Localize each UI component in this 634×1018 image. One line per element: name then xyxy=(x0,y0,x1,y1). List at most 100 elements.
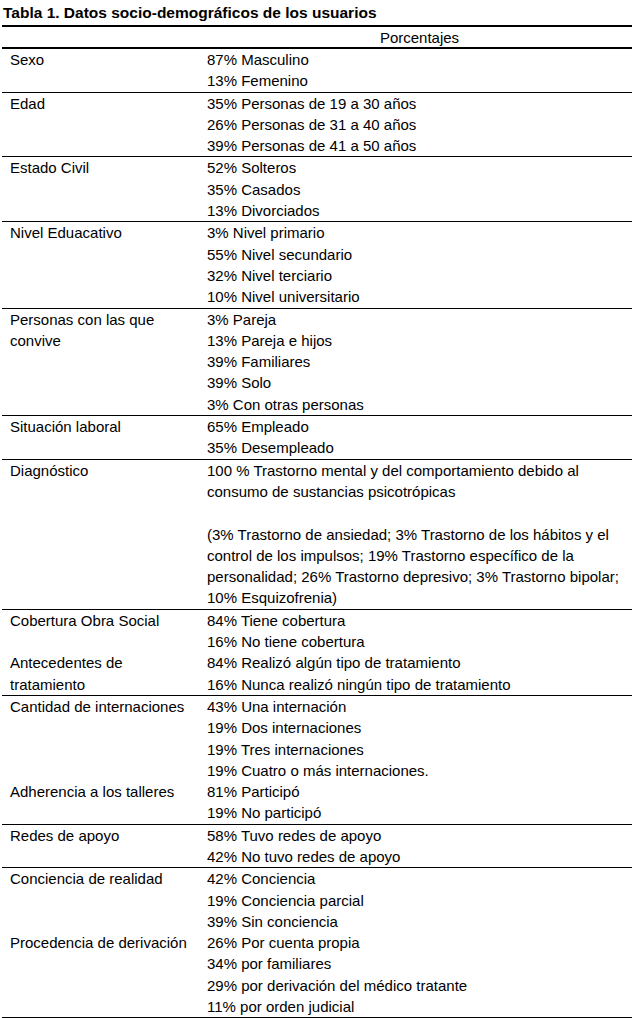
table-row-group: Sexo87% Masculino13% Femenino xyxy=(2,49,632,92)
table-row-group: Diagnóstico100 % Trastorno mental y del … xyxy=(2,460,632,609)
value-line: 35% Desempleado xyxy=(207,437,630,458)
value-line: 87% Masculino xyxy=(207,49,630,70)
table-row-group: Situación laboral65% Empleado35% Desempl… xyxy=(2,416,632,459)
value-line: 100 % Trastorno mental y del comportamie… xyxy=(207,460,630,503)
row-label: Sexo xyxy=(2,49,207,70)
row-label: Situación laboral xyxy=(2,416,207,437)
row-label: Antecedentes de tratamiento xyxy=(2,652,207,695)
table-header-row: Porcentajes xyxy=(2,27,632,49)
row-values: 87% Masculino13% Femenino xyxy=(207,49,632,92)
value-line: 84% Realizó algún tipo de tratamiento xyxy=(207,652,630,673)
table-section: Conciencia de realidad42% Conciencia19% … xyxy=(2,868,632,1017)
table-row-group: Estado Civil52% Solteros35% Casados13% D… xyxy=(2,157,632,221)
value-line: 81% Participó xyxy=(207,781,630,802)
value-line: 13% Femenino xyxy=(207,70,630,91)
value-line: 55% Nivel secundario xyxy=(207,244,630,265)
value-line: 65% Empleado xyxy=(207,416,630,437)
value-line: 19% Conciencia parcial xyxy=(207,890,630,911)
row-values: 35% Personas de 19 a 30 años26% Personas… xyxy=(207,93,632,157)
value-line: 16% No tiene cobertura xyxy=(207,631,630,652)
value-line: 3% Pareja xyxy=(207,309,630,330)
row-label: Cobertura Obra Social xyxy=(2,610,207,631)
value-line xyxy=(207,502,630,523)
value-line: 58% Tuvo redes de apoyo xyxy=(207,825,630,846)
table-section: Redes de apoyo58% Tuvo redes de apoyo42%… xyxy=(2,825,632,869)
value-line: 39% Familiares xyxy=(207,351,630,372)
row-values: 58% Tuvo redes de apoyo42% No tuvo redes… xyxy=(207,825,632,868)
table-row-group: Procedencia de derivación26% Por cuenta … xyxy=(2,932,632,1017)
table-row-group: Redes de apoyo58% Tuvo redes de apoyo42%… xyxy=(2,825,632,868)
row-label: Personas con las que convive xyxy=(2,309,207,352)
row-label: Cantidad de internaciones xyxy=(2,696,207,717)
value-line: (3% Trastorno de ansiedad; 3% Trastorno … xyxy=(207,524,630,609)
value-line: 52% Solteros xyxy=(207,157,630,178)
table-row-group: Adherencia a los talleres81% Participó19… xyxy=(2,781,632,824)
value-line: 35% Personas de 19 a 30 años xyxy=(207,93,630,114)
value-line: 3% Nivel primario xyxy=(207,222,630,243)
row-values: 81% Participó19% No participó xyxy=(207,781,632,824)
row-values: 100 % Trastorno mental y del comportamie… xyxy=(207,460,632,609)
value-line: 29% por derivación del médico tratante xyxy=(207,975,630,996)
value-line: 16% Nunca realizó ningún tipo de tratami… xyxy=(207,674,630,695)
table-row-group: Edad35% Personas de 19 a 30 años26% Pers… xyxy=(2,93,632,157)
row-label: Procedencia de derivación xyxy=(2,932,207,953)
value-line: 84% Tiene cobertura xyxy=(207,610,630,631)
table-section: Cantidad de internaciones43% Una interna… xyxy=(2,696,632,825)
table-section: Situación laboral65% Empleado35% Desempl… xyxy=(2,416,632,460)
value-line: 32% Nivel terciario xyxy=(207,265,630,286)
value-line: 39% Sin conciencia xyxy=(207,911,630,932)
value-line: 10% Nivel universitario xyxy=(207,286,630,307)
table-section: Edad35% Personas de 19 a 30 años26% Pers… xyxy=(2,93,632,158)
row-values: 26% Por cuenta propia34% por familiares2… xyxy=(207,932,632,1017)
socio-demographic-table: Porcentajes Sexo87% Masculino13% Femenin… xyxy=(2,25,632,1018)
row-label: Redes de apoyo xyxy=(2,825,207,846)
document-page: Tabla 1. Datos socio-demográficos de los… xyxy=(0,0,634,1018)
table-section: Nivel Eduacativo3% Nivel primario55% Niv… xyxy=(2,222,632,308)
header-porcentajes: Porcentajes xyxy=(207,29,632,46)
table-row-group: Cobertura Obra Social84% Tiene cobertura… xyxy=(2,610,632,653)
row-label: Adherencia a los talleres xyxy=(2,781,207,802)
row-label: Edad xyxy=(2,93,207,114)
table-section: Sexo87% Masculino13% Femenino xyxy=(2,49,632,93)
row-values: 42% Conciencia19% Conciencia parcial39% … xyxy=(207,868,632,932)
row-values: 43% Una internación19% Dos internaciones… xyxy=(207,696,632,781)
row-values: 65% Empleado35% Desempleado xyxy=(207,416,632,459)
row-values: 84% Realizó algún tipo de tratamiento16%… xyxy=(207,652,632,695)
value-line: 42% No tuvo redes de apoyo xyxy=(207,846,630,867)
value-line: 3% Con otras personas xyxy=(207,394,630,415)
value-line: 34% por familiares xyxy=(207,953,630,974)
table-row-group: Antecedentes de tratamiento84% Realizó a… xyxy=(2,652,632,695)
table-section: Cobertura Obra Social84% Tiene cobertura… xyxy=(2,610,632,696)
row-values: 3% Nivel primario55% Nivel secundario32%… xyxy=(207,222,632,307)
row-label: Conciencia de realidad xyxy=(2,868,207,889)
table-section: Diagnóstico100 % Trastorno mental y del … xyxy=(2,460,632,610)
row-values: 52% Solteros35% Casados13% Divorciados xyxy=(207,157,632,221)
row-label: Diagnóstico xyxy=(2,460,207,481)
value-line: 35% Casados xyxy=(207,179,630,200)
row-label: Estado Civil xyxy=(2,157,207,178)
value-line: 11% por orden judicial xyxy=(207,996,630,1017)
value-line: 26% Por cuenta propia xyxy=(207,932,630,953)
table-row-group: Conciencia de realidad42% Conciencia19% … xyxy=(2,868,632,932)
value-line: 42% Conciencia xyxy=(207,868,630,889)
row-values: 84% Tiene cobertura16% No tiene cobertur… xyxy=(207,610,632,653)
table-body: Sexo87% Masculino13% FemeninoEdad35% Per… xyxy=(2,49,632,1017)
value-line: 26% Personas de 31 a 40 años xyxy=(207,114,630,135)
value-line: 39% Solo xyxy=(207,372,630,393)
value-line: 39% Personas de 41 a 50 años xyxy=(207,135,630,156)
table-row-group: Cantidad de internaciones43% Una interna… xyxy=(2,696,632,781)
value-line: 19% Dos internaciones xyxy=(207,717,630,738)
row-values: 3% Pareja13% Pareja e hijos39% Familiare… xyxy=(207,309,632,415)
value-line: 19% Cuatro o más internaciones. xyxy=(207,760,630,781)
value-line: 19% Tres internaciones xyxy=(207,739,630,760)
value-line: 13% Pareja e hijos xyxy=(207,330,630,351)
row-label: Nivel Eduacativo xyxy=(2,222,207,243)
table-section: Estado Civil52% Solteros35% Casados13% D… xyxy=(2,157,632,222)
table-row-group: Personas con las que convive3% Pareja13%… xyxy=(2,309,632,415)
table-row-group: Nivel Eduacativo3% Nivel primario55% Niv… xyxy=(2,222,632,307)
value-line: 13% Divorciados xyxy=(207,200,630,221)
table-title: Tabla 1. Datos socio-demográficos de los… xyxy=(2,2,632,25)
value-line: 43% Una internación xyxy=(207,696,630,717)
value-line: 19% No participó xyxy=(207,802,630,823)
table-section: Personas con las que convive3% Pareja13%… xyxy=(2,309,632,416)
